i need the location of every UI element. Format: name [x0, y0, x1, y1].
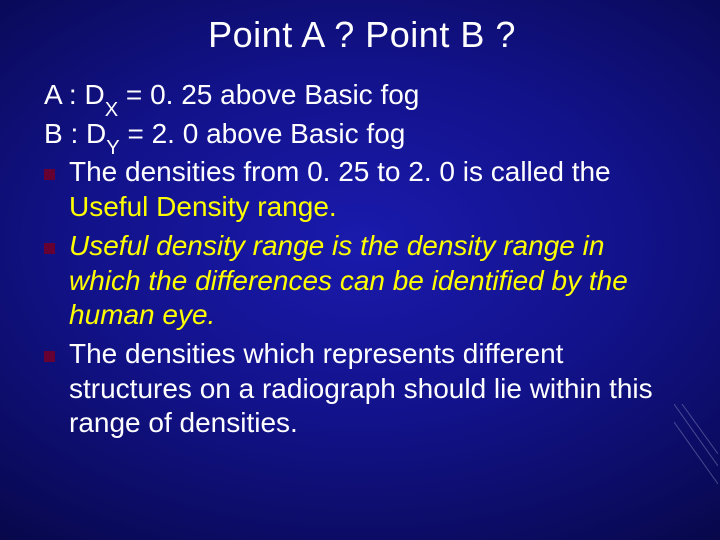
point-a-line: A : DX = 0. 25 above Basic fog [44, 78, 680, 113]
slide-body: A : DX = 0. 25 above Basic fog B : DY = … [44, 78, 680, 441]
point-b-d: D [86, 118, 106, 149]
bullet-1: The densities from 0. 25 to 2. 0 is call… [44, 155, 680, 224]
bullet-3-text: The densities which represents different… [69, 337, 680, 441]
bullet-2: Useful density range is the density rang… [44, 229, 680, 333]
point-a-text: A : DX = 0. 25 above Basic fog [44, 78, 680, 113]
square-bullet-icon [44, 169, 55, 180]
bullet-2-text: Useful density range is the density rang… [69, 229, 680, 333]
square-bullet-icon [44, 243, 55, 254]
bullet-2-highlight: Useful density range is the density rang… [69, 230, 628, 330]
square-bullet-icon [44, 351, 55, 362]
bullet-1-pre: The densities from 0. 25 to 2. 0 is call… [69, 156, 611, 187]
slide-root: Point A ? Point B ? A : DX = 0. 25 above… [0, 0, 720, 540]
point-b-prefix: B : [44, 118, 86, 149]
point-b-line: B : DY = 2. 0 above Basic fog [44, 117, 680, 152]
point-a-rest: = 0. 25 above Basic fog [118, 79, 419, 110]
point-b-rest: = 2. 0 above Basic fog [120, 118, 406, 149]
bullet-1-text: The densities from 0. 25 to 2. 0 is call… [69, 155, 680, 224]
slide-title: Point A ? Point B ? [44, 14, 680, 56]
bullet-3: The densities which represents different… [44, 337, 680, 441]
point-b-sub: Y [106, 137, 119, 159]
point-b-text: B : DY = 2. 0 above Basic fog [44, 117, 680, 152]
point-a-d: D [84, 79, 104, 110]
bullet-1-highlight: Useful Density range. [69, 191, 337, 222]
point-a-prefix: A : [44, 79, 84, 110]
point-a-sub: X [105, 99, 118, 121]
